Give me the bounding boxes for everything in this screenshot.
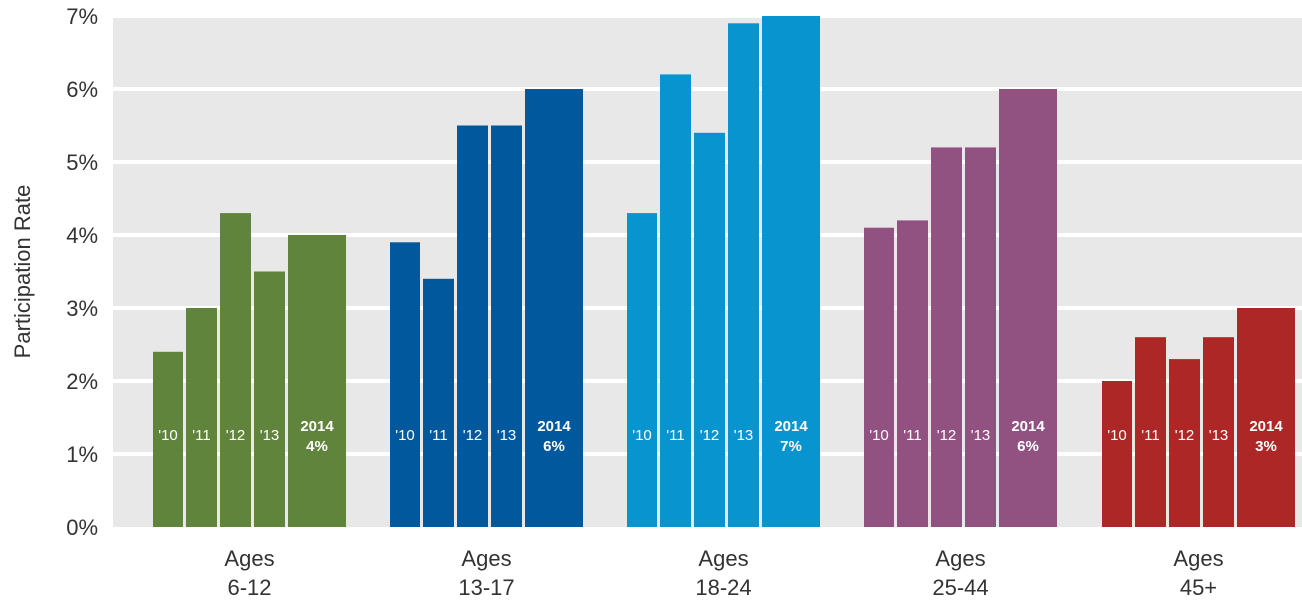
y-tick-label: 0% [66,515,98,540]
bar [423,278,454,527]
category-label-line2: 6-12 [227,575,271,600]
y-tick-label: 3% [66,296,98,321]
bar-year-label: '13 [497,427,517,444]
labels: 0% 1% 2% 3% 4% 5% 6% 7% Participation Rate '10 '11… [10,4,1283,600]
bar [627,213,657,527]
bar-year-label: '12 [700,427,720,444]
bar-value-label: 4% [306,438,328,455]
bar-value-label: 3% [1255,438,1277,455]
bar-year-label: '11 [429,427,447,444]
bar [525,89,583,527]
bar [390,242,420,528]
y-tick-label: 2% [66,369,98,394]
bar [1203,337,1234,527]
bar-year-label: '11 [1141,427,1159,444]
bar [762,16,820,527]
bar-year-label: 2014 [1249,418,1283,435]
bar [965,147,996,527]
bar [1102,381,1132,527]
bars [153,16,1295,528]
bar-year-label: '13 [1209,427,1229,444]
category-label-line2: 18-24 [695,575,751,600]
bar [1237,308,1295,527]
bar-year-label: '12 [226,427,246,444]
bar [897,220,928,527]
bar [254,271,285,527]
bar [931,147,962,527]
bar-year-label: '11 [192,427,210,444]
bar [999,89,1057,527]
category-label-line1: Ages [1173,546,1223,571]
category-label-line2: 45+ [1180,575,1217,600]
bar [457,125,488,527]
bar-year-label: '12 [463,427,483,444]
category-label-line1: Ages [461,546,511,571]
y-tick-label: 1% [66,442,98,467]
bar-year-label: '12 [937,427,957,444]
bar-year-label: '12 [1175,427,1195,444]
bar-value-label: 7% [780,438,802,455]
bar-year-label: '10 [632,427,652,444]
bar-year-label: '13 [260,427,280,444]
bar-year-label: '10 [1107,427,1127,444]
bar [694,132,725,528]
bar-year-label: 2014 [537,418,571,435]
bar [491,125,522,527]
bar [660,74,691,528]
bar-year-label: 2014 [300,418,334,435]
category-label-line1: Ages [935,546,985,571]
bar-year-label: '11 [903,427,921,444]
bar [220,213,251,527]
bar-year-label: '13 [734,427,754,444]
bar-value-label: 6% [543,438,565,455]
bar [1135,337,1166,527]
bar-value-label: 6% [1017,438,1039,455]
bar-year-label: '10 [395,427,415,444]
category-label-line1: Ages [698,546,748,571]
bar-year-label: '10 [869,427,889,444]
bar [186,308,217,527]
bar [864,227,894,527]
category-label-line2: 13-17 [458,575,514,600]
bar [728,23,759,528]
bar [1169,359,1200,527]
category-label-line1: Ages [224,546,274,571]
y-tick-label: 7% [66,4,98,29]
bar-year-label: 2014 [774,418,808,435]
bar [288,235,346,527]
y-tick-label: 4% [66,223,98,248]
bar-year-label: 2014 [1011,418,1045,435]
y-axis-label: Participation Rate [10,185,35,359]
bar [153,351,183,527]
bar-year-label: '13 [971,427,991,444]
y-tick-label: 6% [66,77,98,102]
bar-year-label: '11 [666,427,684,444]
y-tick-label: 5% [66,150,98,175]
category-label-line2: 25-44 [932,575,988,600]
bar-year-label: '10 [158,427,178,444]
